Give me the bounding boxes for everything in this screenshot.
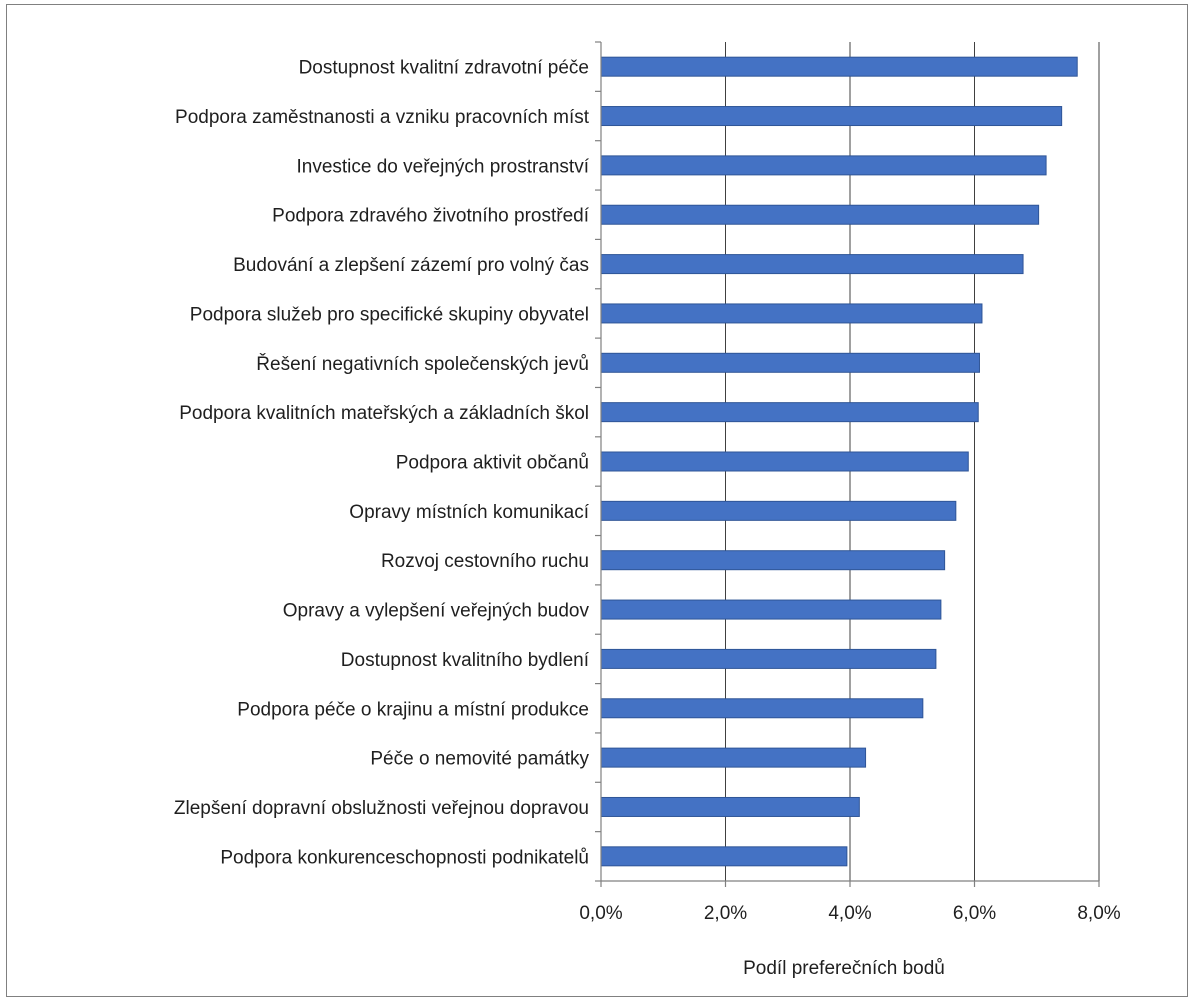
bar [600,56,1078,77]
category-label: Podpora aktivit občanů [396,453,589,474]
category-label: Podpora péče o krajinu a místní produkce [237,699,589,720]
bar [600,106,1063,127]
category-label: Podpora kvalitních mateřských a základní… [179,403,589,424]
bar [600,254,1024,275]
category-label: Budování a zlepšení zázemí pro volný čas [233,255,589,276]
bar [600,698,924,719]
category-label: Opravy místních komunikací [349,502,589,523]
category-label: Dostupnost kvalitní zdravotní péče [299,58,589,79]
value-tick-label: 6,0% [953,903,996,924]
value-tick-label: 4,0% [828,903,871,924]
category-label: Péče o nemovité památky [370,749,589,770]
bar [600,747,867,768]
category-label: Podpora zaměstnanosti a vzniku pracovníc… [175,107,590,128]
value-tick-label: 8,0% [1077,903,1120,924]
bar [600,796,860,817]
bar [600,303,983,324]
value-tick-label: 0,0% [579,903,622,924]
category-label: Opravy a vylepšení veřejných budov [283,601,590,622]
bar [600,402,979,423]
bar-chart: Dostupnost kvalitní zdravotní péče Podpor… [174,41,1121,979]
category-label: Dostupnost kvalitního bydlení [341,650,590,671]
category-label: Podpora služeb pro specifické skupiny ob… [190,304,589,325]
category-label: Podpora konkurenceschopnosti podnikatelů [220,847,589,868]
category-label: Zlepšení dopravní obslužnosti veřejnou d… [174,798,589,819]
bar [600,648,937,669]
bar [600,155,1047,176]
value-tick-label: 2,0% [704,903,747,924]
bar [600,846,848,867]
bar [600,550,946,571]
bar [600,352,980,373]
bar [600,204,1040,225]
chart-frame: Dostupnost kvalitní zdravotní péče Podpor… [6,4,1188,997]
x-axis-title: Podíl preferečních bodů [743,958,945,979]
category-label: Investice do veřejných prostranství [296,156,589,177]
category-label: Rozvoj cestovního ruchu [381,551,589,572]
bar [600,500,957,521]
category-label: Podpora zdravého životního prostředí [272,206,590,227]
category-label: Řešení negativních společenských jevů [256,353,589,375]
bar [600,451,969,472]
bar [600,599,942,620]
